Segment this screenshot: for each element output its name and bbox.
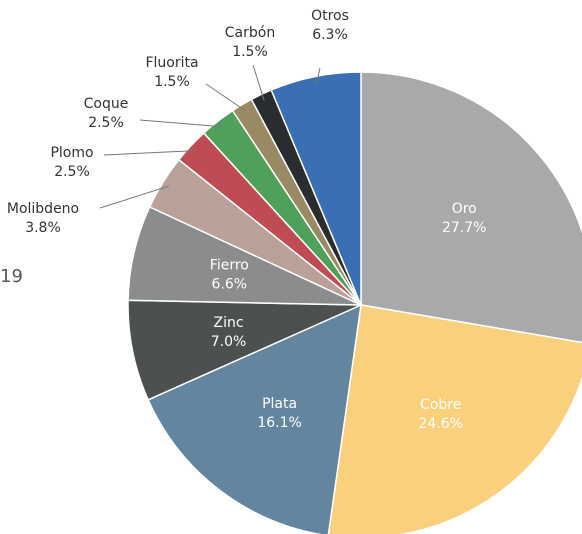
slice-label: Plomo xyxy=(50,145,93,161)
slice-label: Carbón xyxy=(225,25,275,41)
slice-label: Cobre xyxy=(420,397,461,413)
slice-value: 24.6% xyxy=(418,416,462,432)
slice-value: 2.5% xyxy=(88,115,124,131)
slice-value: 27.7% xyxy=(442,220,486,236)
slice-value: 7.0% xyxy=(211,334,247,350)
leader-line xyxy=(99,185,169,209)
slice-label: Zinc xyxy=(214,315,244,331)
slice-value: 3.8% xyxy=(25,220,61,236)
slice-value: 2.5% xyxy=(54,164,90,180)
pie-slice xyxy=(270,71,362,306)
leader-line xyxy=(252,64,265,101)
leader-line xyxy=(103,150,196,156)
slice-label: Plata xyxy=(262,396,297,412)
slice-label: Fierro xyxy=(210,258,249,274)
pie-slice xyxy=(127,299,362,401)
slice-value: 1.5% xyxy=(232,44,268,60)
slice-label: Coque xyxy=(84,96,129,112)
leader-line xyxy=(139,119,223,128)
pie-slice xyxy=(360,71,582,344)
slice-label: Fluorita xyxy=(145,55,198,71)
slice-value: 6.3% xyxy=(312,27,348,43)
slice-label: Molibdeno xyxy=(7,201,79,217)
slice-value: 16.1% xyxy=(257,415,301,431)
pie-slice xyxy=(147,303,362,534)
slice-label: Otros xyxy=(311,8,349,24)
slice-value: 1.5% xyxy=(154,74,190,90)
pie-slice xyxy=(327,304,582,534)
annotation: 19 xyxy=(0,266,23,287)
leader-line xyxy=(205,83,246,112)
leader-line xyxy=(316,67,321,84)
slice-value: 6.6% xyxy=(212,277,248,293)
slice-label: Oro xyxy=(452,201,477,217)
